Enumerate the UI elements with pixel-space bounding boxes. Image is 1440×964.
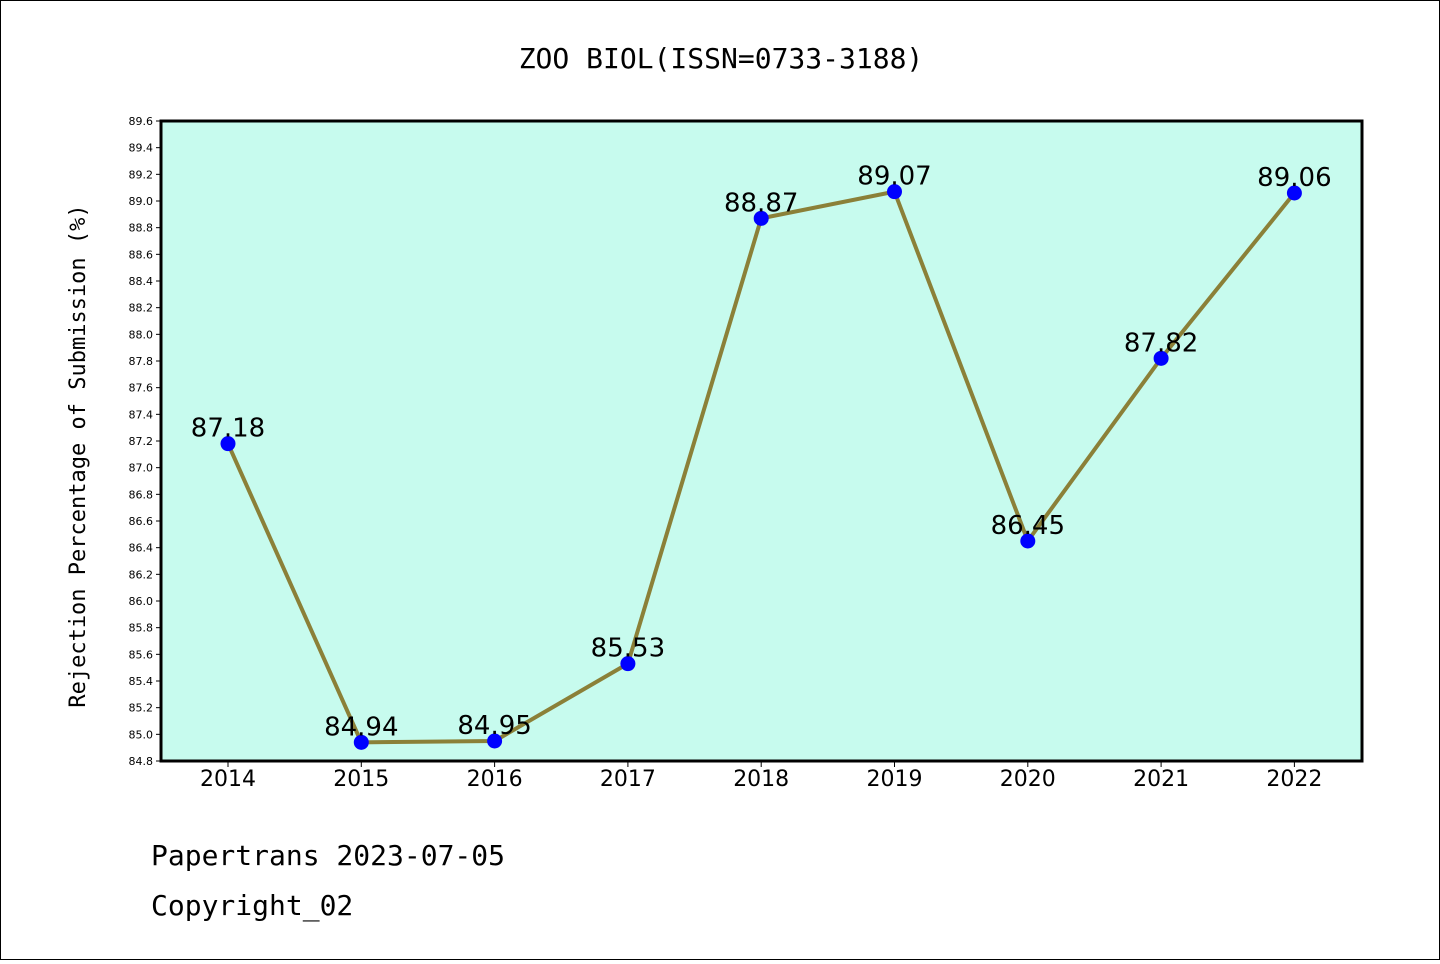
y-tick-label: 87.6 xyxy=(129,382,154,395)
data-label: 86.45 xyxy=(991,511,1065,541)
data-point xyxy=(887,184,902,200)
y-tick-label: 89.0 xyxy=(129,195,154,208)
footer-copyright: Copyright_02 xyxy=(151,889,353,923)
data-point xyxy=(1153,350,1169,366)
y-tick-label: 88.8 xyxy=(129,222,154,235)
x-tick-label: 2020 xyxy=(1000,767,1056,792)
y-tick-label: 87.4 xyxy=(129,408,154,421)
y-tick-label: 87.2 xyxy=(129,435,154,448)
data-point xyxy=(487,733,503,749)
y-tick-label: 86.8 xyxy=(129,488,154,501)
y-tick-label: 84.8 xyxy=(129,755,154,768)
y-tick-label: 88.4 xyxy=(129,275,154,288)
y-tick-label: 86.0 xyxy=(129,595,154,608)
x-tick-label: 2019 xyxy=(867,767,923,792)
y-tick-label: 88.2 xyxy=(129,302,154,315)
chart-title: ZOO BIOL(ISSN=0733-3188) xyxy=(519,42,924,75)
y-axis-ticks: 84.8 85.0 85.2 85.4 85.6 85.8 86.0 86.2 86.4 86.6… xyxy=(129,115,161,768)
plot-area xyxy=(159,119,1364,763)
data-label: 87.82 xyxy=(1124,328,1198,358)
footer-date: Papertrans 2023-07-05 xyxy=(151,839,505,872)
data-point xyxy=(1286,185,1302,201)
y-tick-label: 86.6 xyxy=(129,515,154,528)
y-tick-label: 85.2 xyxy=(129,702,154,715)
y-tick-label: 86.4 xyxy=(129,542,154,555)
data-point xyxy=(753,210,769,226)
x-axis-ticks: 2014 2015 2016 2017 2018 2019 2020 2021 2022 xyxy=(200,761,1322,792)
y-tick-label: 85.4 xyxy=(129,675,154,688)
y-tick-label: 85.8 xyxy=(129,622,154,635)
y-tick-label: 89.4 xyxy=(129,142,154,155)
y-tick-label: 85.0 xyxy=(129,728,154,741)
y-tick-label: 88.0 xyxy=(129,328,154,341)
y-axis-label: Rejection Percentage of Submission (%) xyxy=(66,204,91,707)
y-tick-label: 85.6 xyxy=(129,648,154,661)
data-label: 89.06 xyxy=(1257,163,1331,193)
x-tick-label: 2017 xyxy=(600,767,656,792)
data-label: 89.07 xyxy=(857,162,931,192)
y-tick-label: 89.6 xyxy=(129,115,154,128)
x-tick-label: 2016 xyxy=(467,767,523,792)
data-label: 84.94 xyxy=(324,712,398,742)
y-tick-label: 86.2 xyxy=(129,568,154,581)
x-tick-label: 2021 xyxy=(1133,767,1189,792)
data-point xyxy=(620,656,636,672)
data-label: 87.18 xyxy=(191,414,265,444)
y-tick-label: 87.8 xyxy=(129,355,154,368)
y-tick-label: 88.6 xyxy=(129,248,154,261)
x-tick-label: 2014 xyxy=(200,767,256,792)
data-point xyxy=(353,734,369,750)
series-markers xyxy=(220,184,1302,750)
data-label: 88.87 xyxy=(724,188,798,218)
data-label: 84.95 xyxy=(457,711,531,741)
y-tick-label: 89.2 xyxy=(129,168,154,181)
x-tick-label: 2018 xyxy=(733,767,789,792)
data-labels: 87.18 84.94 84.95 85.53 88.87 89.07 86.45 87.82… xyxy=(191,162,1332,743)
data-point xyxy=(220,436,236,452)
y-tick-label: 87.0 xyxy=(129,462,154,475)
x-tick-label: 2022 xyxy=(1266,767,1322,792)
x-tick-label: 2015 xyxy=(333,767,389,792)
data-label: 85.53 xyxy=(591,634,665,664)
data-point xyxy=(1020,533,1036,549)
